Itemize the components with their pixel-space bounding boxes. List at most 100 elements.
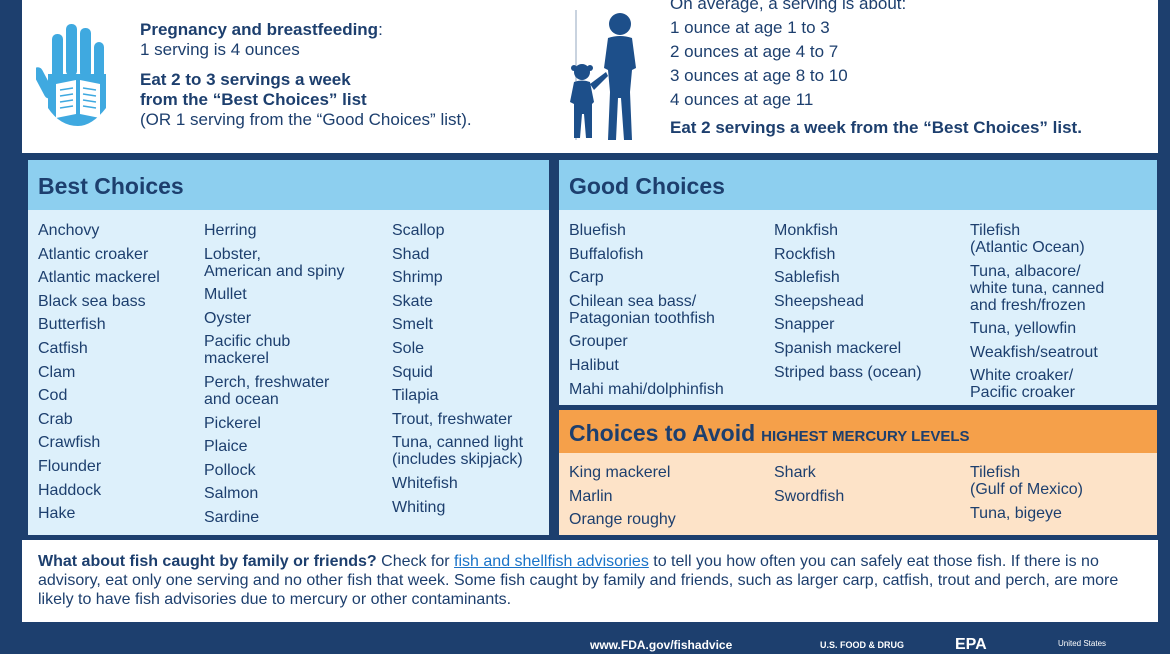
fish-item: Spanish mackerel	[774, 339, 902, 357]
avoid-col-2: Shark Swordfish	[774, 464, 964, 511]
fish-item: Oyster	[204, 309, 252, 327]
fish-item: Pollock	[204, 461, 256, 479]
best-choices-panel: Best Choices Anchovy Atlantic croaker Atla…	[28, 160, 549, 535]
pregnancy-eat-line3: (OR 1 serving from the “Good Choices” li…	[140, 110, 472, 129]
fish-item: Scallop	[392, 222, 445, 239]
pregnancy-eat-line1: Eat 2 to 3 servings a week	[140, 70, 351, 89]
fish-item: Tuna, albacore/white tuna, canned and fre…	[970, 262, 1105, 314]
best-col-1: Anchovy Atlantic croaker Atlantic mackerel…	[38, 222, 198, 529]
fish-item: Shrimp	[392, 269, 443, 287]
fish-item: Lobster, American and spiny	[204, 245, 345, 280]
children-intro: On average, a serving is about:	[670, 0, 907, 13]
fish-item: Salmon	[204, 485, 259, 503]
fish-item: Cod	[38, 387, 68, 405]
avoid-header: Choices to Avoid HIGHEST MERCURY LEVELS	[559, 410, 1157, 453]
fish-item: Smelt	[392, 316, 433, 334]
pregnancy-heading-colon: :	[378, 20, 383, 39]
good-col-2: Monkfish Rockfish Sablefish Sheepshead Snapp…	[774, 222, 964, 387]
fish-item: Grouper	[569, 333, 628, 351]
family-post-link: to tell you how often you can safely eat…	[38, 553, 1119, 608]
children-eat: Eat 2 servings a week from the “Best Cho…	[670, 118, 1082, 137]
fish-item: Sole	[392, 339, 425, 357]
fish-item: Whitefish	[392, 474, 458, 492]
fish-item: Anchovy	[38, 222, 100, 239]
fish-item: Squid	[392, 363, 433, 381]
fish-item: Sheepshead	[774, 292, 864, 310]
good-col-3: Tilefish (Atlantic Ocean) Tuna, albacore/w…	[970, 222, 1155, 408]
fish-item: Tuna, bigeye	[970, 504, 1062, 522]
fish-item: Sardine	[204, 508, 260, 526]
good-col-1: Bluefish Buffalofish Carp Chilean sea bass/…	[569, 222, 769, 404]
fish-item: Hake	[38, 505, 76, 523]
fish-item: Shad	[392, 245, 430, 263]
children-age-1: 1 ounce at age 1 to 3	[670, 18, 830, 37]
fish-item: Mullet	[204, 286, 247, 304]
avoid-title: Choices to Avoid	[569, 420, 756, 446]
children-age-4: 4 ounces at age 11	[670, 90, 814, 109]
family-question: What about fish caught by family or frie…	[38, 553, 377, 570]
family-note-text: What about fish caught by family or frie…	[38, 552, 1148, 609]
family-caught-fish-note: What about fish caught by family or frie…	[22, 540, 1158, 622]
fish-item: Carp	[569, 269, 604, 287]
fish-item: Haddock	[38, 481, 102, 499]
pregnancy-eat-line2: from the “Best Choices” list	[140, 90, 367, 109]
fish-item: Whiting	[392, 498, 446, 516]
footer-url[interactable]: www.FDA.gov/fishadvice	[590, 638, 733, 652]
fish-item: Striped bass (ocean)	[774, 363, 922, 381]
fish-item: Tilefish (Gulf of Mexico)	[970, 464, 1083, 498]
good-choices-panel: Good Choices Bluefish Buffalofish Carp Chil…	[559, 160, 1157, 405]
serving-info-panel: Pregnancy and breastfeeding: 1 serving i…	[22, 0, 1158, 153]
fish-item: Pacific chub mackerel	[204, 333, 291, 368]
fish-item: Monkfish	[774, 222, 839, 239]
fish-item: Tuna, canned light (includes skipjack)	[392, 434, 524, 469]
fish-item: Sablefish	[774, 269, 840, 287]
advisories-link[interactable]: fish and shellfish advisories	[454, 553, 649, 570]
good-choices-title: Good Choices	[559, 160, 1157, 210]
fish-item: Atlantic mackerel	[38, 269, 160, 287]
fish-item: Clam	[38, 363, 76, 381]
fish-item: Buffalofish	[569, 245, 644, 263]
fish-item: White croaker/Pacific croaker	[970, 367, 1075, 402]
fish-item: Snapper	[774, 316, 835, 334]
epa-logo: EPA	[955, 636, 987, 653]
fish-item: Tilefish (Atlantic Ocean)	[970, 222, 1085, 256]
pregnancy-advice: Pregnancy and breastfeeding: 1 serving i…	[140, 20, 560, 130]
avoid-col-3: Tilefish (Gulf of Mexico) Tuna, bigeye	[970, 464, 1155, 528]
fish-item: Mahi mahi/dolphinfish	[569, 380, 724, 398]
fish-item: Trout, freshwater	[392, 410, 513, 428]
fish-item: Perch, freshwater and ocean	[204, 373, 330, 408]
fish-item: Black sea bass	[38, 292, 146, 310]
choices-to-avoid-panel: Choices to Avoid HIGHEST MERCURY LEVELS K…	[559, 410, 1157, 535]
fish-item: Tuna, yellowfin	[970, 320, 1077, 338]
fish-item: Flounder	[38, 457, 102, 475]
children-age-3: 3 ounces at age 8 to 10	[670, 66, 848, 85]
fish-item: Herring	[204, 222, 257, 239]
fish-item: Pickerel	[204, 414, 261, 432]
fda-logo-text: U.S. FOOD & DRUG	[820, 640, 905, 650]
fish-item: Shark	[774, 464, 816, 481]
pregnancy-serving: 1 serving is 4 ounces	[140, 40, 300, 59]
best-col-2: Herring Lobster, American and spiny Mullet O…	[204, 222, 384, 533]
fish-item: Halibut	[569, 356, 619, 374]
fish-item: Weakfish/seatrout	[970, 343, 1098, 361]
fish-item: Catfish	[38, 339, 88, 357]
fish-item: Crawfish	[38, 434, 101, 452]
fish-item: Swordfish	[774, 487, 845, 505]
avoid-subtitle: HIGHEST MERCURY LEVELS	[761, 428, 970, 445]
fish-item: Bluefish	[569, 222, 626, 239]
epa-united-states: United States	[1058, 639, 1107, 648]
fish-item: Marlin	[569, 487, 613, 505]
best-choices-title: Best Choices	[28, 160, 549, 210]
avoid-col-1: King mackerel Marlin Orange roughy	[569, 464, 769, 535]
fish-item: Tilapia	[392, 387, 439, 405]
fish-item: Rockfish	[774, 245, 836, 263]
children-silhouette-icon	[570, 13, 636, 140]
fish-item: Orange roughy	[569, 511, 676, 529]
best-col-3: Scallop Shad Shrimp Skate Smelt Sole Squid Tila…	[392, 222, 548, 522]
children-age-2: 2 ounces at age 4 to 7	[670, 42, 839, 61]
fish-item: Chilean sea bass/Patagonian toothfish	[569, 292, 715, 327]
fish-item: Butterfish	[38, 316, 106, 334]
pregnancy-heading: Pregnancy and breastfeeding	[140, 20, 379, 39]
family-pre-link: Check for	[376, 553, 455, 570]
fish-item: Plaice	[204, 438, 248, 456]
